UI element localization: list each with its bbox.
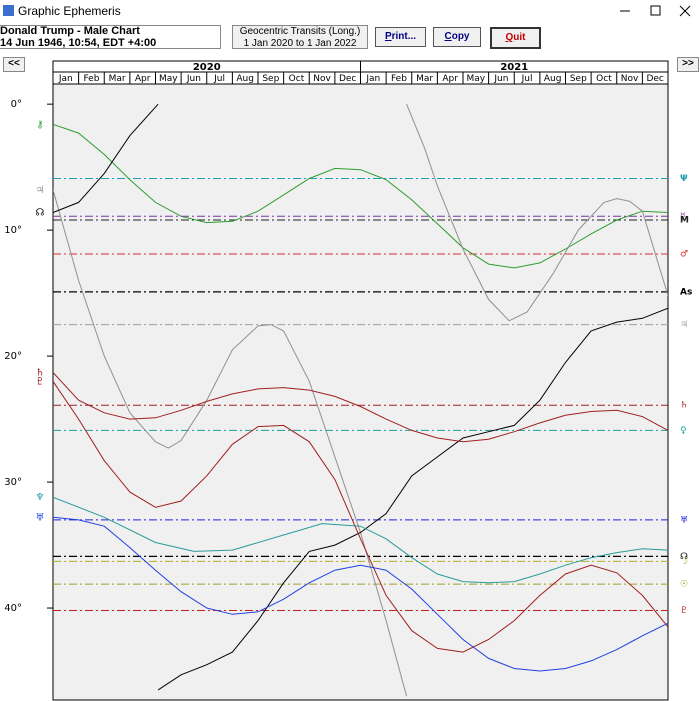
natal-label: ☉ — [680, 580, 688, 590]
y-tick-label: 40° — [4, 603, 22, 614]
transit-curve — [53, 496, 668, 584]
y-tick-label: 10° — [4, 225, 22, 236]
month-label: Aug — [544, 74, 562, 84]
month-label: Nov — [621, 74, 639, 84]
transit-glyph: ♄ — [36, 367, 45, 378]
transit-glyph: ♅ — [36, 512, 45, 523]
month-label: Oct — [596, 74, 612, 84]
natal-label: ♂ — [680, 250, 688, 260]
month-label: Aug — [236, 74, 254, 84]
natal-label: ☽ — [680, 557, 688, 567]
natal-label: ♄ — [680, 401, 688, 411]
print-button[interactable]: Print... — [375, 27, 426, 47]
year-label: 2020 — [193, 62, 221, 73]
y-tick-label: 30° — [4, 477, 22, 488]
natal-label: ♇ — [680, 606, 688, 616]
month-label: Apr — [135, 74, 151, 84]
chart-date: 14 Jun 1946, 10:54, EDT +4:00 — [0, 37, 157, 49]
app-icon — [3, 5, 14, 16]
natal-label: ♃ — [680, 320, 688, 330]
prev-button[interactable]: << — [3, 57, 25, 72]
title-bar: Graphic Ephemeris — [0, 0, 700, 22]
natal-label: ☿ — [680, 212, 686, 222]
month-label: Dec — [339, 74, 356, 84]
transit-curve — [53, 516, 668, 672]
month-label: Dec — [646, 74, 663, 84]
transit-glyph: ♇ — [36, 376, 45, 387]
transit-curve — [53, 103, 668, 691]
chart-info: Donald Trump - Male Chart 14 Jun 1946, 1… — [0, 25, 221, 49]
transit-curve — [53, 372, 668, 443]
natal-label: ♀ — [680, 426, 687, 436]
chart-name: Donald Trump - Male Chart — [0, 25, 140, 37]
month-label: Mar — [109, 74, 126, 84]
natal-label: Ψ — [680, 174, 688, 184]
copy-button[interactable]: Copy — [433, 27, 481, 47]
transit-curve — [53, 381, 668, 653]
window-controls[interactable] — [610, 0, 700, 22]
month-label: Jan — [58, 74, 73, 84]
plot-area — [52, 83, 669, 701]
natal-label: M — [680, 216, 689, 226]
window-title: Graphic Ephemeris — [18, 4, 121, 18]
quit-button[interactable]: Quit — [490, 27, 541, 49]
month-label: Apr — [442, 74, 458, 84]
transit-curve — [53, 123, 668, 269]
transit-glyph: ♆ — [36, 492, 45, 503]
month-label: Feb — [83, 74, 99, 84]
month-label: Jul — [521, 74, 533, 84]
transit-info: Geocentric Transits (Long.) 1 Jan 2020 t… — [232, 25, 368, 49]
month-label: Sep — [262, 74, 279, 84]
month-label: Mar — [416, 74, 433, 84]
month-label: Oct — [289, 74, 305, 84]
natal-label: ☊ — [680, 552, 688, 562]
month-label: Jun — [493, 74, 508, 84]
transit-glyph: ☊ — [36, 207, 45, 218]
transit-type: Geocentric Transits (Long.) — [239, 26, 361, 37]
y-tick-label: 0° — [11, 99, 22, 110]
month-label: Jun — [186, 74, 201, 84]
month-label: Sep — [570, 74, 587, 84]
next-button[interactable]: >> — [677, 57, 699, 72]
transit-glyph: ⚷ — [36, 119, 43, 130]
year-label: 2021 — [500, 62, 528, 73]
month-label: Feb — [391, 74, 407, 84]
transit-range: 1 Jan 2020 to 1 Jan 2022 — [243, 38, 357, 49]
month-label: Jan — [365, 74, 380, 84]
month-label: May — [159, 74, 178, 84]
natal-label: As — [680, 287, 692, 297]
transit-curve — [53, 104, 668, 697]
month-label: May — [467, 74, 486, 84]
month-label: Nov — [313, 74, 331, 84]
natal-label: ♅ — [680, 515, 688, 525]
month-label: Jul — [213, 74, 225, 84]
y-tick-label: 20° — [4, 351, 22, 362]
transit-glyph: ♃ — [36, 185, 45, 196]
